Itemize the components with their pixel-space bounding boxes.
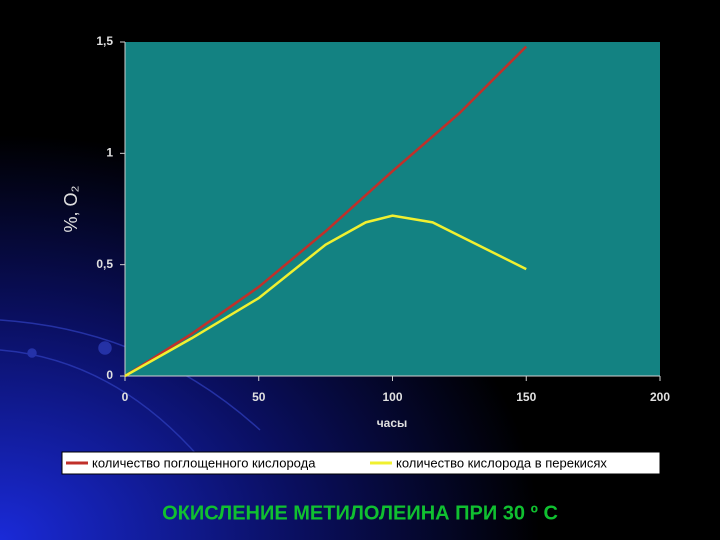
x-tick-label: 150: [516, 390, 536, 404]
x-tick-label: 200: [650, 390, 670, 404]
y-tick-label: 0: [106, 368, 113, 382]
line-series: [124, 214, 527, 378]
plot-area: [125, 42, 660, 376]
y-tick-label: 1,5: [96, 34, 113, 48]
y-tick-label: 1: [106, 146, 113, 160]
x-tick-label: 0: [122, 390, 129, 404]
x-tick-label: 100: [382, 390, 402, 404]
slide-title: ОКИСЛЕНИЕ МЕТИЛОЛЕИНА ПРИ 30 º С: [162, 502, 558, 524]
line-series: [124, 45, 528, 378]
legend: [61, 451, 661, 475]
legend-label: количество поглощенного кислорода: [92, 455, 316, 470]
x-axis-label: часы: [377, 416, 408, 430]
legend-label: количество кислорода в перекисях: [396, 455, 607, 470]
y-tick-label: 0,5: [96, 257, 113, 271]
x-tick-label: 50: [252, 390, 266, 404]
y-axis-label: %, O₂: [61, 185, 81, 232]
